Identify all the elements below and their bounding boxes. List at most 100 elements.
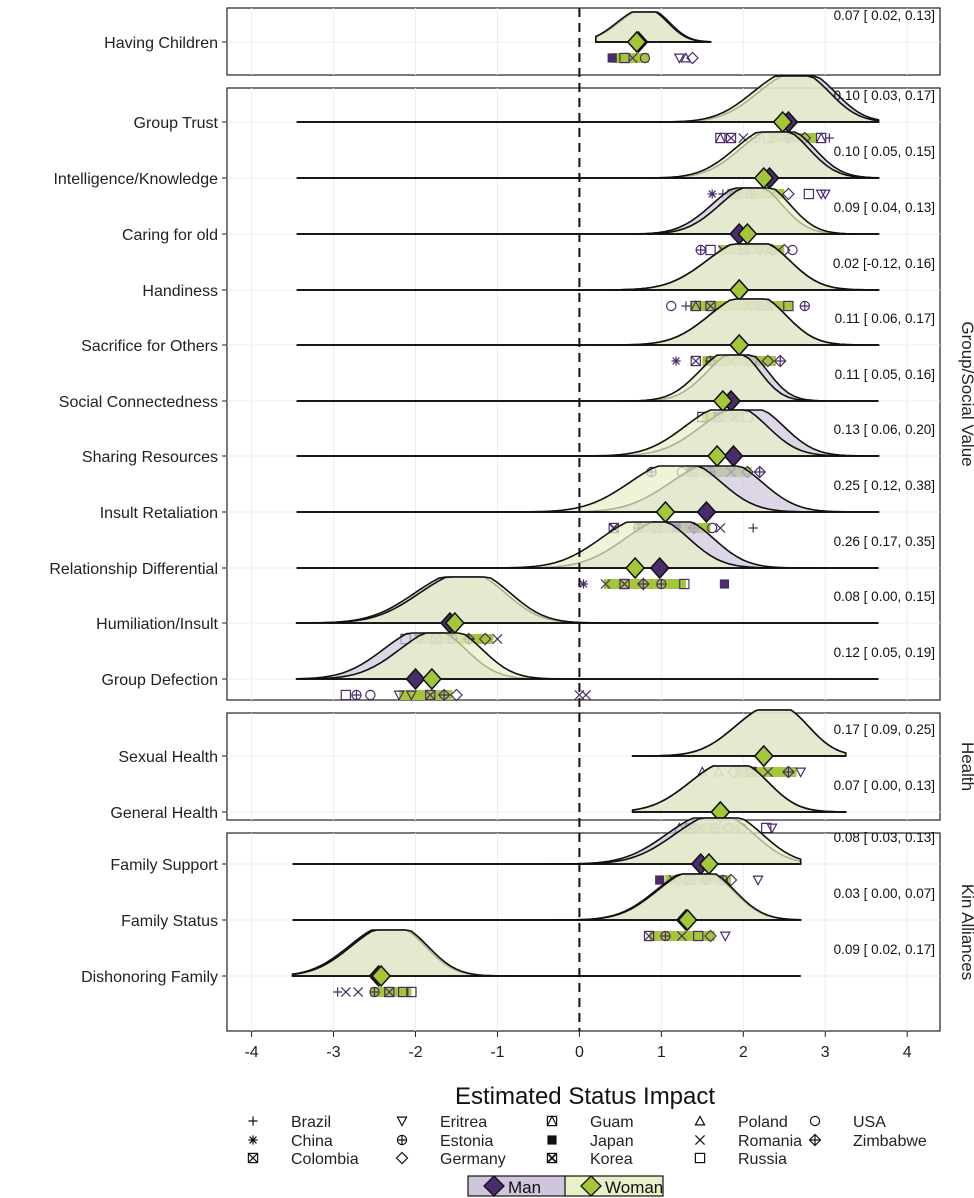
country-point	[656, 578, 667, 590]
x-tick-label: -3	[326, 1044, 340, 1061]
effect-annotation: 0.11 [ 0.05, 0.16]	[835, 367, 935, 382]
country-legend-label: USA	[853, 1114, 886, 1131]
country-point	[384, 986, 395, 998]
country-legend-item: China	[248, 1133, 333, 1150]
country-point	[340, 986, 351, 998]
country-point	[748, 523, 758, 533]
row-sexual-health: Sexual Health 0.17 [ 0.09, 0.25]	[118, 709, 940, 779]
country-point	[719, 579, 730, 589]
effect-annotation: 0.12 [ 0.05, 0.19]	[834, 645, 935, 660]
row-label: Dishonoring Family	[81, 969, 218, 986]
series-legend-marker	[483, 1175, 505, 1197]
country-legend-symbol	[546, 1115, 558, 1127]
country-legend-label: Russia	[738, 1151, 787, 1168]
effect-annotation: 0.07 [ 0.02, 0.13]	[834, 8, 935, 23]
effect-annotation: 0.07 [ 0.00, 0.13]	[834, 778, 935, 793]
country-legend-item: Poland	[694, 1114, 788, 1131]
x-tick-label: 4	[903, 1044, 912, 1061]
row-label: Family Support	[110, 857, 218, 874]
panel-3: Kin Alliances Family Support 0.08 [ 0.03, …	[81, 817, 974, 1032]
row-label: Handiness	[142, 283, 218, 300]
country-point	[425, 689, 436, 701]
series-legend-item: Man	[467, 1175, 567, 1197]
woman-country-points	[370, 987, 412, 997]
row-family-status: Family Status 0.03 [ 0.00, 0.07]	[121, 873, 940, 943]
country-point	[704, 929, 717, 943]
panels-layer: Having Children 0.07 [ 0.02, 0.13] Group/S…	[49, 7, 974, 1032]
country-point	[398, 986, 409, 998]
country-point	[671, 356, 681, 366]
woman-country-points	[735, 767, 797, 777]
country-point	[619, 52, 630, 64]
country-legend-symbol	[247, 1152, 259, 1164]
row-label: Insult Retaliation	[100, 505, 218, 522]
country-legend-label: Romania	[738, 1133, 802, 1150]
effect-annotation: 0.08 [ 0.03, 0.13]	[834, 830, 935, 845]
man-mean-diamond	[405, 667, 426, 691]
panel-strip-text: Group/Social Value	[958, 321, 974, 466]
country-legend-item: Korea	[546, 1151, 633, 1168]
country-point	[406, 986, 417, 998]
country-point	[782, 187, 795, 201]
x-axis-label: Estimated Status Impact	[455, 1083, 715, 1110]
country-legend-item: Eritrea	[396, 1114, 487, 1131]
country-point	[715, 522, 726, 534]
panel-0: Having Children 0.07 [ 0.02, 0.13]	[104, 7, 941, 76]
effect-annotation: 0.03 [ 0.00, 0.07]	[834, 886, 935, 901]
panel-strip-label: Health	[958, 742, 974, 791]
country-point	[725, 132, 737, 144]
country-legend-symbol	[395, 1151, 409, 1165]
country-legend-symbol	[396, 1134, 408, 1146]
series-legend-label: Woman	[605, 1178, 663, 1197]
country-point	[578, 579, 589, 589]
panel-frame	[226, 832, 941, 1032]
country-point	[676, 930, 687, 942]
effect-annotation: 0.10 [ 0.03, 0.17]	[834, 88, 935, 103]
row-relationship-differential: Relationship Differential 0.26 [ 0.17, 0.…	[49, 521, 940, 591]
row-caring-for-old: Caring for old 0.09 [ 0.04, 0.13]	[122, 187, 940, 257]
woman-mean-diamond	[371, 964, 392, 988]
series-legend: Man Woman	[467, 1175, 664, 1197]
x-tick-label: -1	[490, 1044, 504, 1061]
panel-frame	[226, 712, 941, 821]
panel-2: Health Sexual Health 0.17 [ 0.09, 0.25] Gen…	[110, 709, 974, 835]
country-point	[690, 300, 701, 312]
country-point	[393, 690, 405, 701]
country-point	[627, 52, 638, 64]
row-label: Humiliation/Insult	[96, 616, 218, 633]
country-legend-label: Poland	[738, 1114, 788, 1131]
country-point	[724, 873, 738, 887]
country-legend-symbol	[248, 1116, 258, 1126]
country-legend-item: Germany	[395, 1151, 506, 1168]
country-point	[795, 767, 807, 778]
country-legend-label: Zimbabwe	[853, 1133, 927, 1150]
country-legend-symbol	[809, 1115, 821, 1127]
country-point	[783, 300, 794, 312]
country-point	[600, 578, 611, 590]
country-point	[580, 689, 591, 701]
country-legend-symbol	[547, 1135, 557, 1145]
country-point	[715, 132, 726, 144]
country-point	[787, 244, 798, 256]
country-point	[619, 578, 630, 590]
country-point	[353, 986, 364, 998]
panel-strip-label: Kin Alliances	[958, 884, 974, 980]
country-point	[761, 354, 775, 368]
row-label: Social Connectedness	[59, 394, 218, 411]
row-intelligence-knowledge: Intelligence/Knowledge 0.10 [ 0.05, 0.15]	[53, 131, 940, 201]
country-legend-label: Brazil	[291, 1114, 331, 1131]
woman-country-points	[612, 53, 650, 63]
country-point	[607, 53, 617, 63]
country-legend-item: Guam	[546, 1114, 634, 1131]
country-legend-symbol	[546, 1152, 558, 1164]
country-point	[340, 689, 352, 701]
country-point	[819, 189, 831, 200]
woman-mean-diamond	[625, 556, 646, 580]
series-legend-label: Man	[508, 1178, 541, 1197]
country-point	[705, 244, 716, 256]
panel-strip-text: Health	[958, 742, 974, 791]
country-point	[690, 355, 701, 367]
x-tick-label: -2	[408, 1044, 422, 1061]
country-point	[437, 688, 451, 702]
